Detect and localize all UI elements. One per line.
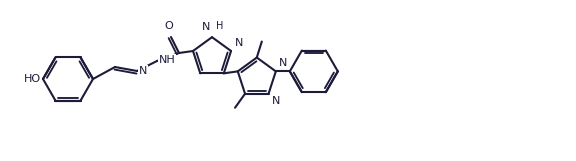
Text: NH: NH — [159, 55, 176, 65]
Text: N: N — [279, 58, 287, 68]
Text: N: N — [235, 38, 244, 48]
Text: H: H — [216, 21, 223, 31]
Text: O: O — [165, 21, 173, 31]
Text: N: N — [139, 66, 147, 76]
Text: HO: HO — [24, 74, 41, 84]
Text: N: N — [271, 96, 280, 106]
Text: N: N — [202, 22, 210, 32]
